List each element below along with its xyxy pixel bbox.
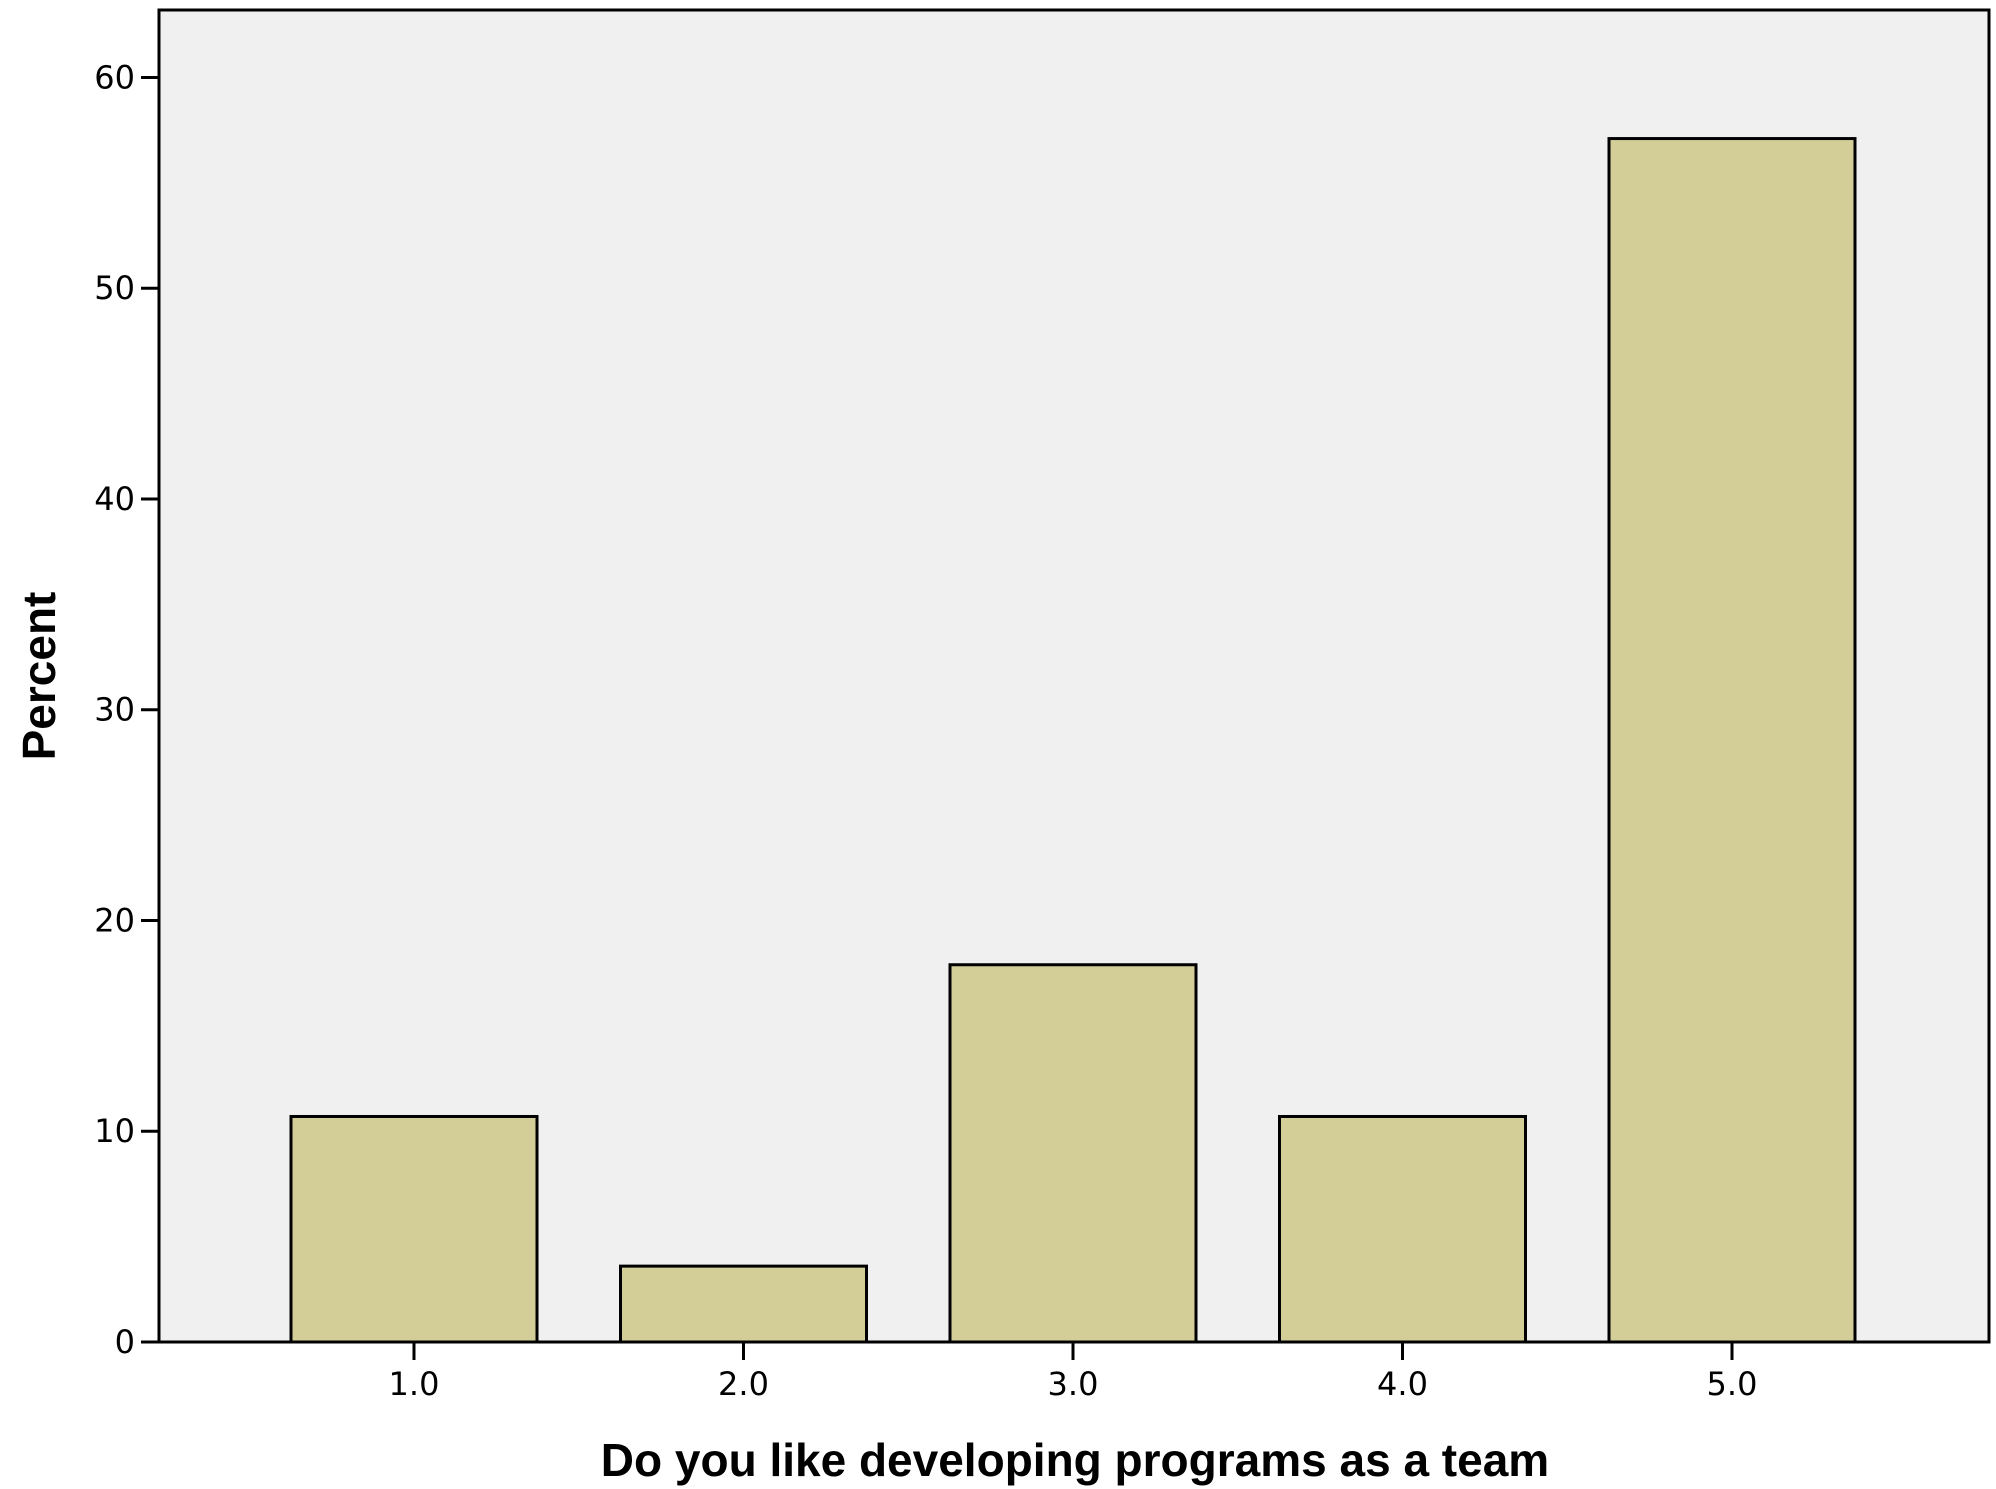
bar-2.0 (621, 1266, 867, 1342)
x-tick-label: 4.0 (1377, 1365, 1428, 1403)
y-tick-label: 30 (94, 691, 135, 729)
x-axis-title: Do you like developing programs as a tea… (601, 1434, 1549, 1486)
x-tick-label: 3.0 (1048, 1365, 1099, 1403)
x-axis: 1.0 2.0 3.0 4.0 5.0 (389, 1342, 1758, 1403)
x-tick-label: 1.0 (389, 1365, 440, 1403)
bar-3.0 (950, 965, 1196, 1342)
y-tick-label: 50 (94, 269, 135, 307)
y-tick-label: 0 (115, 1323, 135, 1361)
y-axis-title: Percent (13, 592, 65, 761)
bar-4.0 (1280, 1116, 1526, 1342)
bar-5.0 (1609, 139, 1855, 1342)
y-tick-label: 10 (94, 1112, 135, 1150)
y-axis: 0 10 20 30 40 50 60 (94, 58, 159, 1361)
y-tick-label: 20 (94, 901, 135, 939)
bar-1.0 (291, 1116, 537, 1342)
x-tick-label: 5.0 (1707, 1365, 1758, 1403)
x-tick-label: 2.0 (718, 1365, 769, 1403)
y-tick-label: 40 (94, 480, 135, 518)
y-tick-label: 60 (94, 58, 135, 96)
